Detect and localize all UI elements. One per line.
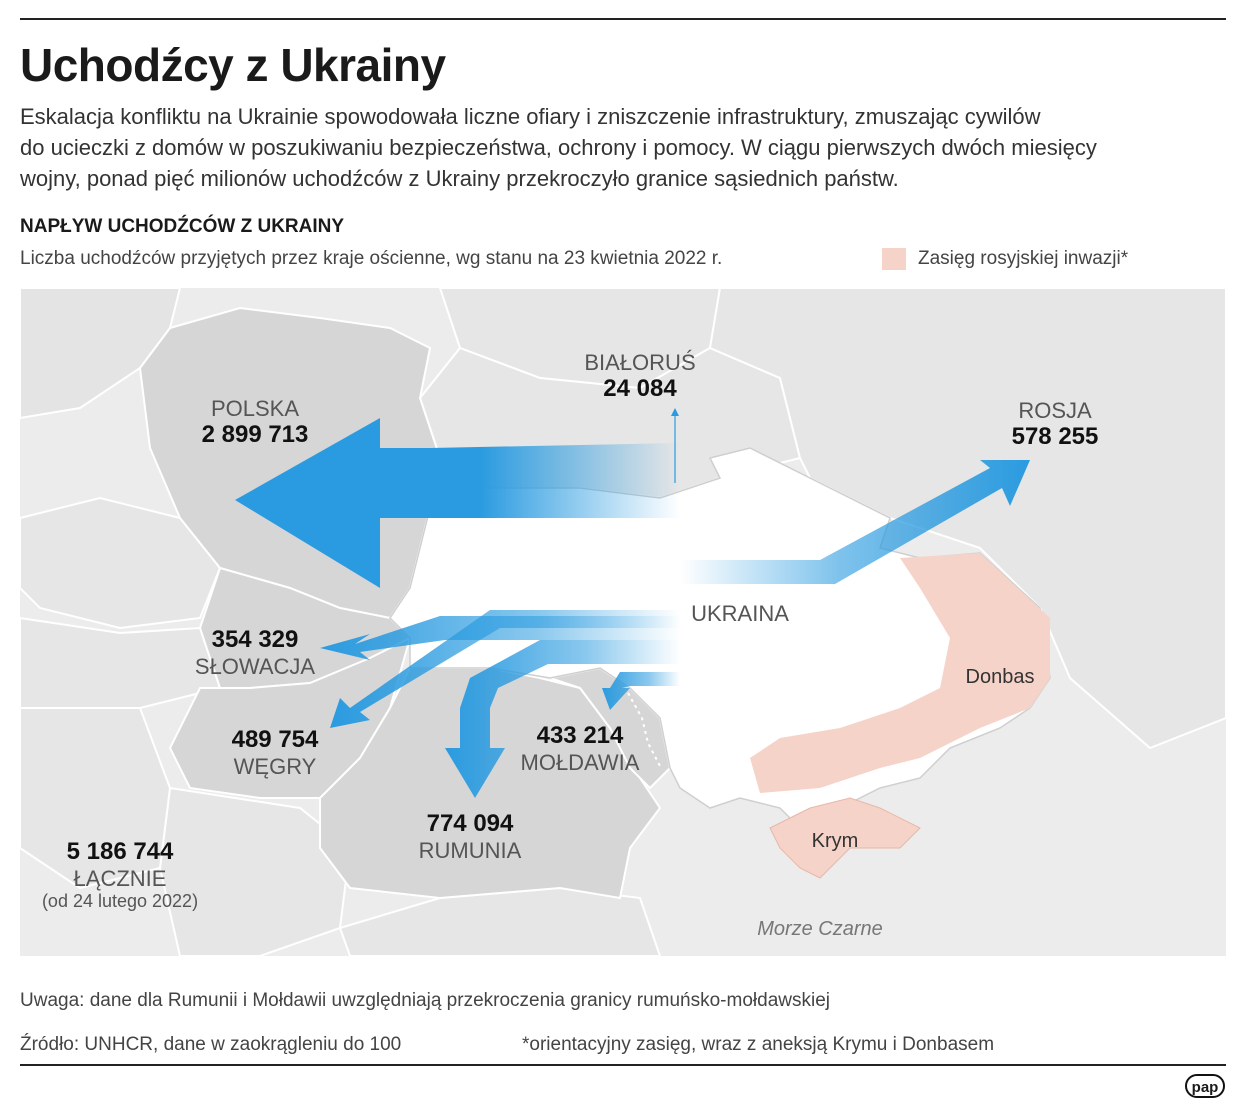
label-ukraina-name: UKRAINA [691, 601, 789, 626]
label-total: 5 186 744 ŁĄCZNIE (od 24 lutego 2022) [30, 838, 210, 912]
label-bialorus: BIAŁORUŚ 24 084 [575, 350, 705, 403]
label-wegry: 489 754 WĘGRY [210, 726, 340, 779]
label-rosja-name: ROSJA [1018, 398, 1092, 423]
map-graphic [20, 288, 1226, 956]
total-value: 5 186 744 [66, 838, 174, 865]
lead-paragraph: Eskalacja konfliktu na Ukrainie spowodow… [20, 101, 1230, 194]
label-krym-name: Krym [811, 830, 859, 852]
legend-label: Zasięg rosyjskiej inwazji* [918, 248, 1129, 269]
label-rosja-value: 578 255 [1011, 423, 1099, 451]
arrow-polska [235, 418, 680, 588]
legend: Zasięg rosyjskiej inwazji* [882, 248, 1128, 270]
total-label: ŁĄCZNIE [73, 865, 167, 891]
country-croatia [20, 707, 172, 890]
section-title: NAPŁYW UCHODŹCÓW Z UKRAINY [20, 216, 345, 237]
arrow-bialorus-head [671, 408, 679, 416]
arrow-rumunia [445, 640, 680, 798]
label-bialorus-value: 24 084 [603, 375, 677, 403]
label-moldawia-value: 433 214 [536, 722, 624, 749]
lead-line-2: do ucieczki z domów w poszukiwaniu bezpi… [20, 135, 1097, 160]
country-serbia [158, 786, 352, 956]
invasion-krym [769, 797, 921, 879]
label-moldawia-name: MOŁDAWIA [520, 749, 640, 775]
invasion-donbas [750, 553, 1050, 793]
page-title: Uchodźcy z Ukrainy [20, 39, 446, 91]
arrow-rosja [680, 460, 1030, 584]
label-rumunia: 774 094 RUMUNIA [400, 810, 540, 863]
label-bialorus-name: BIAŁORUŚ [584, 350, 696, 375]
label-polska: POLSKA 2 899 713 [180, 396, 330, 449]
label-wegry-value: 489 754 [231, 726, 319, 753]
label-krym: Krym [790, 830, 880, 853]
map-subtitle: Liczba uchodźców przyjętych przez kraje … [20, 248, 723, 269]
country-russia [708, 288, 1226, 750]
label-donbas-name: Donbas [965, 666, 1035, 688]
pap-logo: pap [1185, 1074, 1225, 1098]
lead-line-3: wojny, ponad pięć milionów uchodźców z U… [20, 166, 899, 191]
label-slowacja-name: SŁOWACJA [194, 653, 316, 679]
label-slowacja-value: 354 329 [211, 626, 299, 653]
label-rumunia-name: RUMUNIA [418, 837, 522, 863]
footnote: *orientacyjny zasięg, wraz z aneksją Kry… [522, 1034, 995, 1055]
lead-line-1: Eskalacja konfliktu na Ukrainie spowodow… [20, 104, 1041, 129]
label-sea: Morze Czarne [740, 918, 900, 941]
top-rule [20, 18, 1226, 20]
label-wegry-name: WĘGRY [233, 753, 317, 779]
arrow-wegry [330, 610, 680, 728]
source: Źródło: UNHCR, dane w zaokrągleniu do 10… [20, 1034, 402, 1055]
label-polska-value: 2 899 713 [201, 421, 309, 449]
refugee-map: POLSKA 2 899 713 BIAŁORUŚ 24 084 ROSJA 5… [20, 288, 1226, 956]
note: Uwaga: dane dla Rumunii i Mołdawii uwzgl… [20, 990, 830, 1011]
label-rumunia-value: 774 094 [426, 810, 514, 837]
label-polska-name: POLSKA [210, 396, 300, 421]
label-rosja: ROSJA 578 255 [980, 398, 1130, 451]
bottom-rule [20, 1064, 1226, 1066]
total-since: (od 24 lutego 2022) [41, 890, 199, 911]
label-sea-name: Morze Czarne [757, 918, 883, 940]
arrow-moldawia [602, 672, 680, 710]
legend-swatch [882, 248, 906, 270]
border-dotted [627, 692, 661, 767]
label-moldawia: 433 214 MOŁDAWIA [510, 722, 650, 775]
label-slowacja: 354 329 SŁOWACJA [185, 626, 325, 679]
label-donbas: Donbas [945, 666, 1055, 689]
country-bulgaria [338, 886, 662, 956]
label-ukraina: UKRAINA [670, 601, 810, 626]
country-czechia [20, 496, 222, 630]
